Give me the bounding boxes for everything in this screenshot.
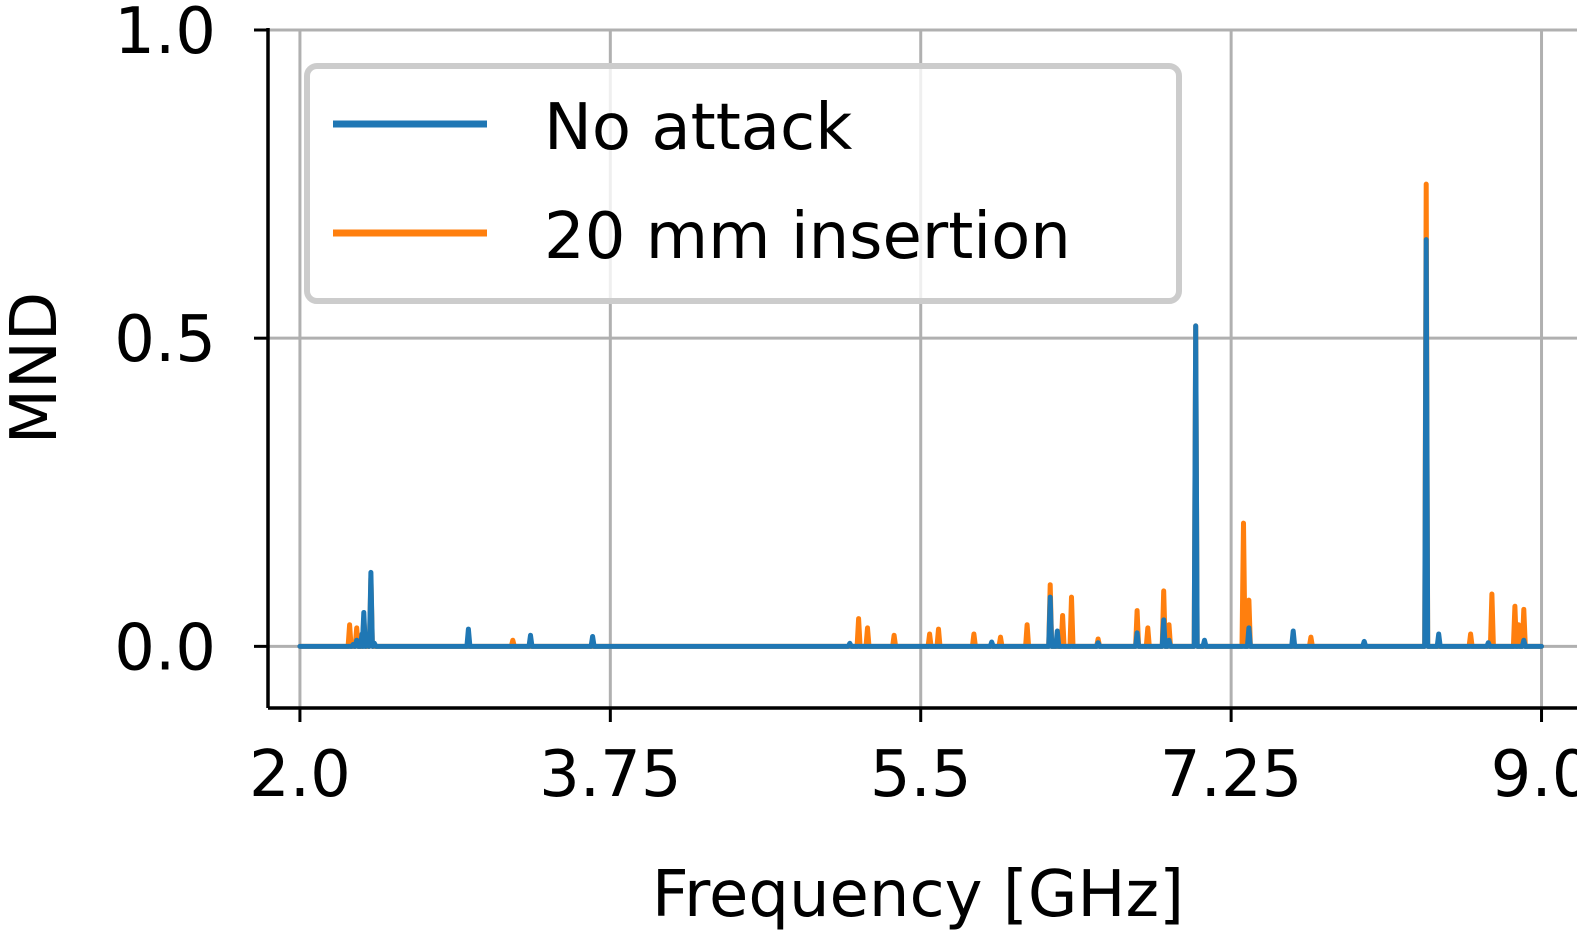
legend-label-20mm-insertion: 20 mm insertion (544, 200, 1071, 274)
legend-label-no-attack: No attack (544, 91, 852, 165)
series-layer (297, 181, 1544, 649)
x-axis-label: Frequency [GHz] (652, 858, 1184, 932)
x-tick-label-1: 3.75 (539, 738, 682, 812)
axes (266, 28, 1577, 710)
y-tick-label-1: 0.5 (114, 303, 216, 377)
y-tick-label-2: 1.0 (114, 0, 216, 69)
y-tick-label-0: 0.0 (114, 611, 216, 685)
x-tick-label-4: 9.0 (1491, 738, 1577, 812)
series-line-no-attack (297, 237, 1544, 649)
x-tick-label-3: 7.25 (1160, 738, 1303, 812)
legend: No attack 20 mm insertion (304, 63, 1182, 304)
x-tick-label-2: 5.5 (870, 738, 972, 812)
ticks: 2.0 3.75 5.5 7.25 9.0 0.0 0.5 1.0 (114, 0, 1577, 812)
legend-box (304, 63, 1182, 304)
y-axis-label: MND (0, 292, 72, 444)
x-tick-label-0: 2.0 (249, 738, 351, 812)
